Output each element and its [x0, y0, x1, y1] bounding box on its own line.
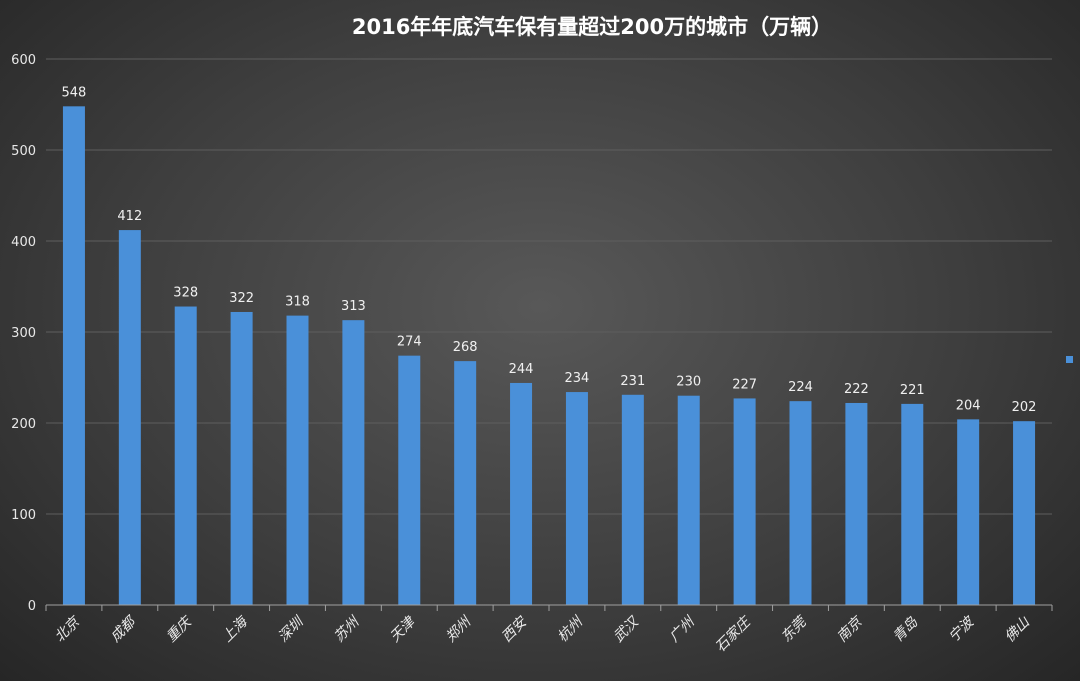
y-tick-label: 400	[11, 235, 36, 250]
data-label: 224	[788, 380, 813, 395]
data-label: 222	[844, 382, 869, 397]
data-label: 318	[285, 295, 310, 310]
bar	[342, 320, 365, 605]
x-tick-label: 上海	[219, 613, 252, 646]
y-tick-label: 600	[11, 53, 36, 68]
bars: 548 412 328 322 318 313 274 268 244 234 231 230 227 2…	[62, 85, 1037, 605]
bar	[1013, 421, 1036, 605]
data-label: 322	[229, 291, 254, 306]
x-tick-label: 天津	[387, 613, 420, 646]
bar	[398, 355, 421, 605]
data-label: 234	[565, 371, 590, 386]
x-tick-label: 青岛	[890, 614, 922, 646]
x-tick-label: 南京	[834, 613, 867, 646]
x-tick-label: 宁波	[946, 613, 979, 646]
gridlines	[46, 58, 1052, 515]
legend-marker	[1066, 356, 1073, 363]
bar	[118, 230, 141, 605]
y-axis: 0 100 200 300 400 500 600	[11, 53, 36, 614]
y-tick-label: 0	[28, 599, 36, 614]
bar	[845, 402, 868, 605]
data-label: 227	[732, 377, 757, 392]
y-tick-label: 500	[11, 144, 36, 159]
x-tick-label: 东莞	[778, 613, 811, 646]
y-tick-label: 100	[11, 508, 36, 523]
data-label: 313	[341, 299, 366, 314]
bar	[901, 403, 924, 605]
x-tick-label: 武汉	[611, 613, 644, 646]
data-label: 268	[453, 340, 478, 355]
bar	[733, 398, 756, 605]
y-tick-label: 300	[11, 326, 36, 341]
data-label: 202	[1012, 400, 1037, 415]
x-axis: 北京 成都 重庆 上海 深圳 苏州 天津 郑州 西安 杭州 武汉 广州 石家庄 东莞 南京 青岛 宁波 佛山	[45, 604, 1053, 656]
bar	[286, 315, 309, 605]
bar	[677, 395, 700, 605]
bar	[510, 382, 533, 605]
data-label: 412	[117, 209, 142, 224]
chart-title: 2016年年底汽车保有量超过200万的城市（万辆）	[352, 15, 832, 39]
x-tick-label: 成都	[108, 612, 141, 645]
bar	[957, 419, 980, 605]
x-tick-label: 深圳	[275, 613, 308, 646]
bar	[565, 392, 588, 605]
y-tick-label: 200	[11, 417, 36, 432]
data-label: 230	[676, 375, 701, 390]
x-tick-label: 石家庄	[712, 613, 754, 655]
bar	[789, 401, 812, 605]
bar	[62, 106, 85, 605]
x-tick-label: 苏州	[331, 613, 364, 646]
data-label: 274	[397, 335, 422, 350]
data-label: 548	[62, 85, 87, 100]
data-label: 328	[173, 286, 198, 301]
data-label: 204	[956, 398, 981, 413]
data-label: 231	[620, 374, 645, 389]
x-tick-label: 西安	[499, 613, 532, 646]
bar	[454, 361, 477, 605]
x-tick-label: 杭州	[555, 613, 588, 646]
bar	[174, 306, 197, 605]
x-tick-label: 佛山	[1002, 614, 1034, 646]
x-tick-label: 北京	[52, 613, 85, 646]
x-tick-label: 重庆	[163, 613, 196, 646]
bar	[230, 311, 253, 605]
data-label: 244	[509, 362, 534, 377]
x-tick-label: 郑州	[443, 613, 476, 646]
x-tick-label: 广州	[666, 613, 699, 646]
data-label: 221	[900, 383, 925, 398]
bar	[621, 394, 644, 605]
